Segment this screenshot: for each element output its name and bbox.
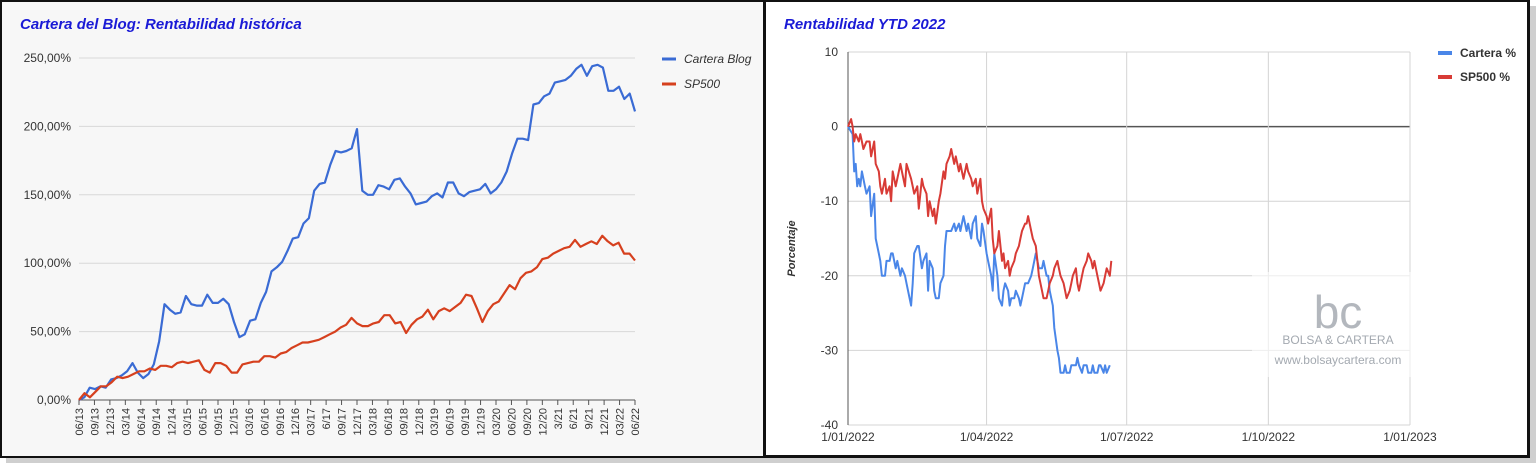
x-tick-label: 12/14 <box>167 408 179 436</box>
x-tick-label: 6/21 <box>568 408 580 429</box>
x-tick-label: 09/13 <box>89 408 101 436</box>
historic-chart-title: Cartera del Blog: Rentabilidad histórica <box>20 16 302 33</box>
legend-label: Cartera % <box>1460 46 1516 60</box>
x-tick-label: 12/15 <box>228 408 240 436</box>
x-tick-label: 06/19 <box>445 408 457 436</box>
watermark-url: www.bolsaycartera.com <box>1274 353 1402 367</box>
y-tick-label: -30 <box>821 343 839 357</box>
x-tick-label: 06/16 <box>259 408 271 436</box>
y-tick-label: 10 <box>825 45 839 59</box>
x-tick-label: 09/20 <box>522 408 534 436</box>
y-tick-label: 150,00% <box>24 188 72 202</box>
x-tick-label: 03/17 <box>306 408 318 436</box>
sp500-ytd-series-line <box>847 118 1113 300</box>
cartera-ytd-series-line <box>847 126 1111 374</box>
watermark-logo: bc <box>1314 286 1363 338</box>
watermark-background <box>1252 272 1424 377</box>
watermark-name: BOLSA & CARTERA <box>1282 333 1393 347</box>
panel-shadow-bottom <box>6 458 1536 463</box>
x-tick-label: 03/19 <box>429 408 441 436</box>
x-tick-label: 12/18 <box>414 408 426 436</box>
x-tick-label: 06/13 <box>74 408 86 436</box>
sp500-series-line <box>78 234 636 401</box>
x-tick-label: 06/18 <box>383 408 395 436</box>
x-tick-label: 03/14 <box>120 408 132 436</box>
legend-label: Cartera Blog <box>684 52 752 66</box>
x-tick-label: 06/20 <box>506 408 518 436</box>
y-tick-label: -20 <box>821 269 839 283</box>
y-tick-label: -10 <box>821 194 839 208</box>
x-tick-label: 03/22 <box>615 408 627 436</box>
y-tick-label: 0 <box>831 120 838 134</box>
historic-chart-panel: Cartera del Blog: Rentabilidad histórica… <box>0 0 765 458</box>
x-tick-label: 12/16 <box>290 408 302 436</box>
y-axis-title: Porcentaje <box>786 220 798 276</box>
y-tick-label: 100,00% <box>24 256 72 270</box>
x-tick-label: 03/15 <box>182 408 194 436</box>
historic-chart: 0,00% 50,00% 100,00% 150,00% 200,00% 250,00% 0… <box>24 51 752 436</box>
x-tick-label: 1/04/2022 <box>960 430 1014 444</box>
x-tick-label: 09/15 <box>213 408 225 436</box>
ytd-chart: 10 0 -10 -20 -30 -401/01/2022 1/04/2022 1/07/20… <box>786 45 1516 444</box>
ytd-chart-title: Rentabilidad YTD 2022 <box>784 16 946 33</box>
x-tick-label: 12/17 <box>352 408 364 436</box>
ytd-chart-panel: Rentabilidad YTD 2022 10 0 -10 -20 -30 -40 1/0… <box>764 0 1530 458</box>
x-tick-label: 03/16 <box>244 408 256 436</box>
x-tick-label: 06/15 <box>198 408 210 436</box>
x-tick-label: 06/14 <box>136 408 148 436</box>
x-tick-label: 09/14 <box>151 408 163 436</box>
x-tick-label: 06/22 <box>630 408 642 436</box>
y-tick-label: 0,00% <box>37 393 71 407</box>
y-tick-label: 250,00% <box>24 51 72 65</box>
x-tick-label: 1/07/2022 <box>1100 430 1154 444</box>
legend-label: SP500 <box>684 77 720 91</box>
x-tick-label: 12/13 <box>105 408 117 436</box>
y-tick-label: -40 <box>821 418 839 432</box>
x-tick-label: 1/10/2022 <box>1242 430 1296 444</box>
x-tick-label: 1/01/2022 <box>821 430 875 444</box>
x-tick-label: 12/21 <box>599 408 611 436</box>
x-tick-label: 03/20 <box>491 408 503 436</box>
y-tick-label: 50,00% <box>30 325 71 339</box>
x-tick-label: 09/18 <box>398 408 410 436</box>
x-tick-label: 1/01/2023 <box>1383 430 1437 444</box>
cartera-blog-series-line <box>78 63 637 401</box>
legend-label: SP500 % <box>1460 70 1510 84</box>
x-tick-label: 6/17 <box>321 408 333 429</box>
x-tick-label: 3/21 <box>553 408 565 429</box>
y-tick-label: 200,00% <box>24 119 72 133</box>
x-tick-label: 12/20 <box>537 408 549 436</box>
x-tick-label: 09/17 <box>337 408 349 436</box>
x-tick-label: 9/21 <box>584 408 596 429</box>
x-tick-label: 09/19 <box>460 408 472 436</box>
panel-shadow-right <box>1530 6 1536 462</box>
x-tick-label: 09/16 <box>275 408 287 436</box>
x-tick-label: 12/19 <box>476 408 488 436</box>
x-tick-label: 03/18 <box>367 408 379 436</box>
